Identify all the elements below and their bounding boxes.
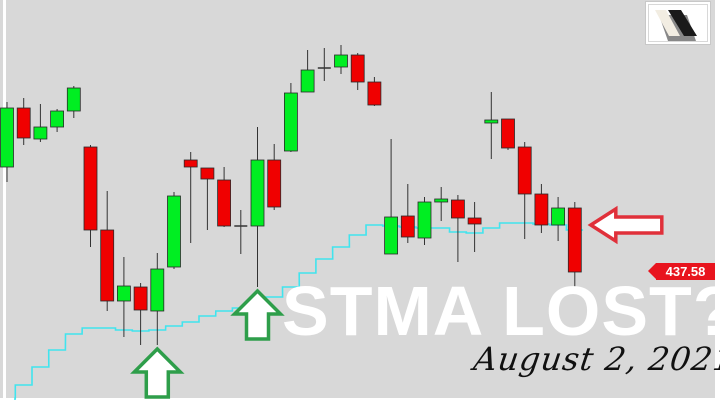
candle — [450, 195, 465, 262]
candle — [66, 86, 81, 118]
candle — [133, 283, 148, 345]
candle-body — [551, 207, 565, 226]
candle — [467, 202, 482, 252]
candle — [350, 53, 365, 90]
candle-body — [501, 118, 515, 149]
candle — [434, 187, 449, 221]
candle — [300, 50, 315, 93]
up-arrow-icon — [230, 288, 285, 341]
candle-body — [16, 107, 31, 139]
candle-body — [117, 285, 131, 302]
candle-body — [33, 126, 48, 140]
left-arrow-icon — [587, 205, 664, 245]
candle-body — [217, 179, 232, 227]
candle-body — [83, 146, 98, 231]
candle — [334, 45, 348, 74]
candle — [150, 253, 165, 345]
candle-body — [417, 201, 432, 239]
candle — [100, 191, 115, 311]
candle-body — [350, 54, 365, 83]
candle — [534, 184, 549, 233]
last-price-label: 437.58 — [648, 263, 715, 280]
price-label-pointer — [648, 263, 656, 279]
candle-body — [200, 167, 215, 180]
candle — [551, 197, 565, 241]
candle — [234, 210, 248, 254]
candle-body — [50, 110, 64, 128]
candle — [317, 48, 331, 81]
candle-body — [517, 146, 532, 195]
candle-body — [484, 119, 499, 124]
candle-body — [384, 216, 399, 255]
left-border-line — [3, 0, 6, 398]
candle — [384, 139, 399, 255]
candle — [567, 202, 582, 292]
candle-body — [250, 159, 265, 227]
parallelogram-logo-icon — [655, 10, 697, 41]
candle — [417, 197, 432, 245]
candle-body — [300, 69, 315, 93]
candle — [501, 118, 515, 150]
candle-body — [434, 198, 449, 203]
candle — [283, 83, 298, 152]
candle — [33, 104, 48, 142]
candle-body — [567, 207, 582, 273]
candle — [16, 98, 31, 145]
logo — [645, 1, 711, 45]
candle-body — [0, 107, 14, 168]
candle — [83, 145, 98, 247]
up-arrow-icon — [130, 346, 185, 399]
candle — [200, 167, 215, 230]
candle — [517, 142, 532, 239]
date-text: August 2, 2021 — [471, 340, 720, 378]
candle — [183, 152, 198, 243]
last-price-value: 437.58 — [656, 263, 715, 280]
candle-body — [534, 193, 549, 226]
candle-body — [66, 87, 81, 112]
candle-body — [183, 159, 198, 168]
candle-body — [367, 81, 382, 106]
candle — [217, 167, 232, 227]
candle-body — [283, 92, 298, 152]
candle-body — [267, 159, 282, 208]
candle-body — [400, 215, 415, 238]
candle-body — [167, 195, 181, 268]
candle — [484, 92, 499, 159]
candle — [117, 257, 131, 337]
candle — [50, 109, 64, 132]
headline-text: STMA LOST? — [282, 272, 720, 350]
candle — [267, 144, 282, 210]
moving-average-line — [14, 222, 584, 400]
candle — [167, 192, 181, 269]
candle-body — [100, 229, 115, 302]
candle — [250, 127, 265, 287]
candle-body — [467, 217, 482, 225]
candle — [0, 102, 14, 182]
candle-body — [450, 199, 465, 219]
candle-body — [150, 268, 165, 312]
candle — [367, 77, 382, 106]
candle-body — [133, 286, 148, 311]
candle — [400, 184, 415, 243]
candle-body — [334, 54, 348, 68]
